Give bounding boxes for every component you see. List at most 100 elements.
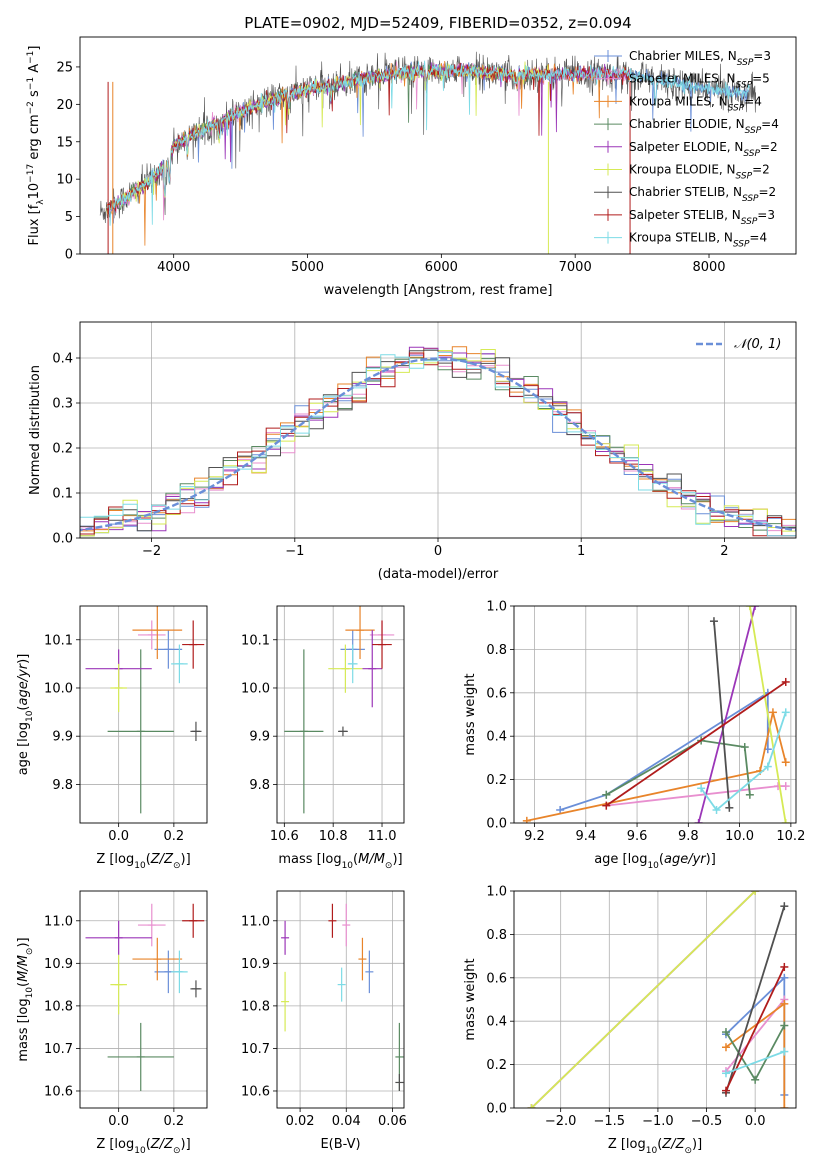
legend-label-normal: 𝒩(0, 1) bbox=[734, 337, 781, 352]
weight-vs-Z-xlabel-part: 10 bbox=[646, 1146, 658, 1156]
legend-label: Chabrier MILES, NSSP=3 bbox=[629, 49, 771, 68]
errorbar-kroupa-elodie bbox=[110, 663, 127, 713]
weight-vs-Z-frame bbox=[513, 890, 797, 1109]
weight-vs-age-xlabel-part: )] bbox=[706, 852, 716, 867]
histograms bbox=[80, 346, 796, 537]
series-salpeter-stelib bbox=[602, 677, 790, 810]
y-tick-label: 0.1 bbox=[52, 487, 73, 502]
series-chabrier-elodie bbox=[721, 1021, 789, 1084]
x-tick-label: 0.2 bbox=[164, 829, 185, 844]
spectrum-ylabel: Flux [fλ10−17 erg cm−2 s−1 A−1] bbox=[26, 46, 46, 246]
legend-label-part: Kroupa STELIB, N bbox=[629, 231, 733, 245]
weight-vs-age-xlabel-part: ( bbox=[659, 852, 664, 867]
errorbar-kroupa-stelib bbox=[337, 967, 346, 1002]
y-tick-label: 9.8 bbox=[249, 778, 270, 793]
age-vs-mass-xlabel-part: 10 bbox=[342, 861, 354, 871]
x-tick-label: 10.8 bbox=[319, 829, 348, 844]
age-vs-mass-xlabel-part: mass [log bbox=[278, 852, 341, 867]
x-tick-label: 0.04 bbox=[332, 1114, 361, 1129]
legend-label-part: =4 bbox=[761, 117, 779, 131]
errorbar-kroupa-miles bbox=[358, 937, 367, 981]
legend-label-part: SSP bbox=[741, 217, 758, 227]
age-vs-Z-axes: 0.0 0.2 9.8 9.9 10.0 10.1 bbox=[44, 606, 207, 844]
spectrum-axes: 4000 5000 6000 7000 8000 0 5 10 15 20 25 bbox=[56, 60, 725, 275]
x-tick-label: 11.0 bbox=[368, 829, 397, 844]
age-vs-Z-ylabel-part: )] bbox=[16, 654, 31, 664]
age-vs-Z-xlabel-part: ⊙ bbox=[173, 861, 181, 871]
errorbar-chabrier-stelib bbox=[190, 980, 202, 998]
spectrum-chabrier-stelib bbox=[99, 51, 756, 224]
errorbar-kroupa-miles bbox=[132, 606, 183, 660]
errorbar-kroupa-miles bbox=[132, 937, 183, 981]
figure-title: PLATE=0902, MJD=52409, FIBERID=0352, z=0… bbox=[244, 14, 631, 32]
y-tick-label: 5 bbox=[65, 210, 73, 225]
series-kroupa-elodie bbox=[745, 606, 790, 823]
series-chabrier-stelib bbox=[709, 617, 734, 812]
y-tick-label: 0.4 bbox=[52, 352, 73, 367]
legend-label-part: SSP bbox=[745, 126, 762, 136]
weight-vs-age-frame bbox=[513, 605, 797, 824]
age-vs-Z-xlabel-part: )] bbox=[181, 852, 191, 867]
age-vs-mass-xlabel-part: ⊙ bbox=[385, 861, 393, 871]
weight-vs-Z-xlabel-part: Z/Z bbox=[661, 1137, 685, 1152]
age-vs-mass-xlabel: mass [log10(M/M⊙)] bbox=[278, 852, 402, 871]
x-tick-label: −1 bbox=[285, 544, 304, 559]
x-tick-label: 0.06 bbox=[378, 1114, 407, 1129]
series-line bbox=[559, 691, 769, 811]
y-tick-label: 11.0 bbox=[44, 914, 73, 929]
legend-label-part: Chabrier MILES, N bbox=[629, 49, 737, 63]
weight-vs-age-xlabel-part: 10 bbox=[647, 861, 659, 871]
errorbar-salpeter-elodie bbox=[85, 920, 152, 955]
errorbar-kroupa-stelib bbox=[171, 950, 188, 994]
age-vs-Z-ylabel-part: age/yr bbox=[16, 662, 31, 705]
legend-label: Salpeter ELODIE, NSSP=2 bbox=[629, 140, 778, 159]
legend-label-part: =3 bbox=[753, 49, 771, 63]
series-line bbox=[713, 621, 731, 808]
series-chabrier-elodie bbox=[602, 736, 754, 799]
mass-vs-Z-ylabel: mass [log10(M/M⊙)] bbox=[16, 937, 35, 1061]
legend-label: Kroupa MILES, NSSP=4 bbox=[629, 94, 762, 113]
errorbar-chabrier-elodie bbox=[107, 649, 174, 814]
spectrum-ylabel-part: −1 bbox=[26, 77, 36, 90]
age-vs-mass-xlabel-part: ( bbox=[353, 852, 358, 867]
weight-vs-age-series bbox=[522, 606, 790, 823]
x-tick-label: 0 bbox=[434, 544, 442, 559]
errorbar-salpeter-miles bbox=[137, 620, 166, 650]
spectrum-ylabel-part: ] bbox=[27, 46, 42, 51]
legend-label: Salpeter MILES, NSSP=5 bbox=[629, 72, 770, 91]
legend-label: Kroupa ELODIE, NSSP=2 bbox=[629, 163, 770, 182]
mass-vs-Z-axes: 0.0 0.2 10.6 10.7 10.8 10.9 11.0 bbox=[44, 891, 207, 1129]
series-line bbox=[606, 785, 786, 807]
y-tick-label: 0.0 bbox=[486, 817, 507, 832]
mass-vs-Z-ylabel-part: 10 bbox=[25, 987, 35, 999]
errorbar-salpeter-elodie bbox=[362, 630, 383, 708]
y-tick-label: 10.7 bbox=[44, 1042, 73, 1057]
legend-label-part: Salpeter MILES, N bbox=[629, 72, 736, 86]
errorbar-salpeter-stelib bbox=[182, 903, 205, 938]
spectrum-ylabel-part: λ bbox=[36, 199, 46, 205]
age-vs-mass-axes: 10.6 10.8 11.0 9.8 9.9 10.0 10.1 bbox=[241, 606, 404, 844]
errorbar-salpeter-stelib bbox=[182, 620, 205, 669]
spectrum-chabrier-elodie bbox=[106, 63, 549, 217]
y-tick-label: 9.8 bbox=[52, 778, 73, 793]
age-vs-Z-xlabel-part: ( bbox=[146, 852, 151, 867]
mass-vs-ebv-xlabel: E(B-V) bbox=[320, 1137, 360, 1152]
y-tick-label: 10.9 bbox=[241, 957, 270, 972]
spectrum-lines bbox=[99, 51, 756, 254]
errorbar-kroupa-stelib bbox=[171, 644, 188, 684]
weight-vs-Z-xlabel-part: )] bbox=[692, 1137, 702, 1152]
legend-label-part: =2 bbox=[752, 163, 770, 177]
weight-vs-Z-xlabel: Z [log10(Z/Z⊙)] bbox=[608, 1137, 702, 1156]
age-vs-Z-ylabel: age [log10(age/yr)] bbox=[16, 654, 35, 776]
mass-vs-ebv-frame bbox=[276, 890, 405, 1109]
x-tick-label: 9.2 bbox=[524, 829, 545, 844]
mass-vs-Z-xlabel-part: Z [log bbox=[96, 1137, 134, 1152]
spectrum-ylabel-part: erg cm bbox=[27, 114, 42, 163]
errorbar-kroupa-elodie bbox=[281, 971, 290, 1032]
y-tick-label: 10.1 bbox=[44, 633, 73, 648]
y-tick-label: 9.9 bbox=[249, 730, 270, 745]
spectrum-ylabel-part: Flux [f bbox=[27, 204, 42, 245]
legend-label: Salpeter STELIB, NSSP=3 bbox=[629, 208, 775, 227]
errorbar-salpeter-stelib bbox=[328, 903, 337, 938]
legend-label: Chabrier STELIB, NSSP=2 bbox=[629, 185, 776, 204]
